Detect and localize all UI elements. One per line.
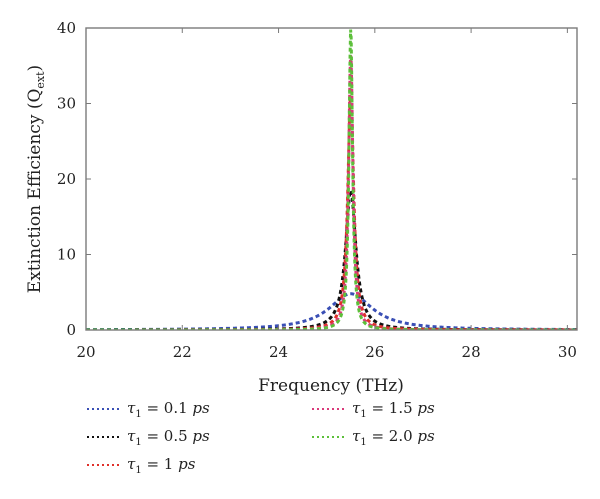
legend-item: τ1 = 0.1 ps: [87, 399, 210, 420]
legend-label: τ1 = 1.5 ps: [352, 399, 435, 420]
y-axis-title: Extinction Efficiency (Qext): [25, 65, 47, 293]
x-tick-label: 22: [173, 343, 192, 361]
y-axis-title-main: Extinction Efficiency (Q: [25, 89, 45, 294]
series-layer: [86, 29, 577, 330]
y-tick-label: 10: [57, 246, 76, 264]
legend: τ1 = 0.1 ps τ1 = 0.5 ps τ1 = 1 ps τ1 = 1.5 …: [87, 399, 435, 476]
y-tick-label: 30: [57, 95, 76, 113]
y-axis-title-close: ): [25, 65, 45, 72]
x-tick-label: 26: [365, 343, 384, 361]
x-tick-label: 24: [269, 343, 288, 361]
legend-label: τ1 = 1 ps: [127, 455, 196, 476]
legend-item: τ1 = 0.5 ps: [87, 427, 210, 448]
series-line-5: [86, 29, 577, 330]
legend-label: τ1 = 0.5 ps: [127, 427, 210, 448]
x-tick-label: 28: [462, 343, 481, 361]
ticks-layer: 20 22 24 26 28 30 0 10 20 30 40: [57, 19, 577, 361]
y-tick-label: 40: [57, 19, 76, 37]
plot-frame: [85, 27, 578, 331]
series-line-3: [86, 96, 577, 330]
y-tick-label: 0: [66, 321, 76, 339]
x-axis-title: Frequency (THz): [258, 376, 404, 396]
x-tick-label: 20: [76, 343, 95, 361]
x-tick-label: 30: [558, 343, 577, 361]
legend-item: τ1 = 1 ps: [87, 455, 196, 476]
y-axis-title-group: Extinction Efficiency (Qext): [25, 65, 47, 293]
y-tick-label: 20: [57, 170, 76, 188]
legend-item: τ1 = 1.5 ps: [312, 399, 435, 420]
legend-item: τ1 = 2.0 ps: [312, 427, 435, 448]
y-axis-title-sub: ext: [34, 71, 47, 89]
legend-label: τ1 = 2.0 ps: [352, 427, 435, 448]
legend-label: τ1 = 0.1 ps: [127, 399, 210, 420]
series-line-2: [86, 187, 577, 330]
series-line-4: [86, 55, 577, 330]
